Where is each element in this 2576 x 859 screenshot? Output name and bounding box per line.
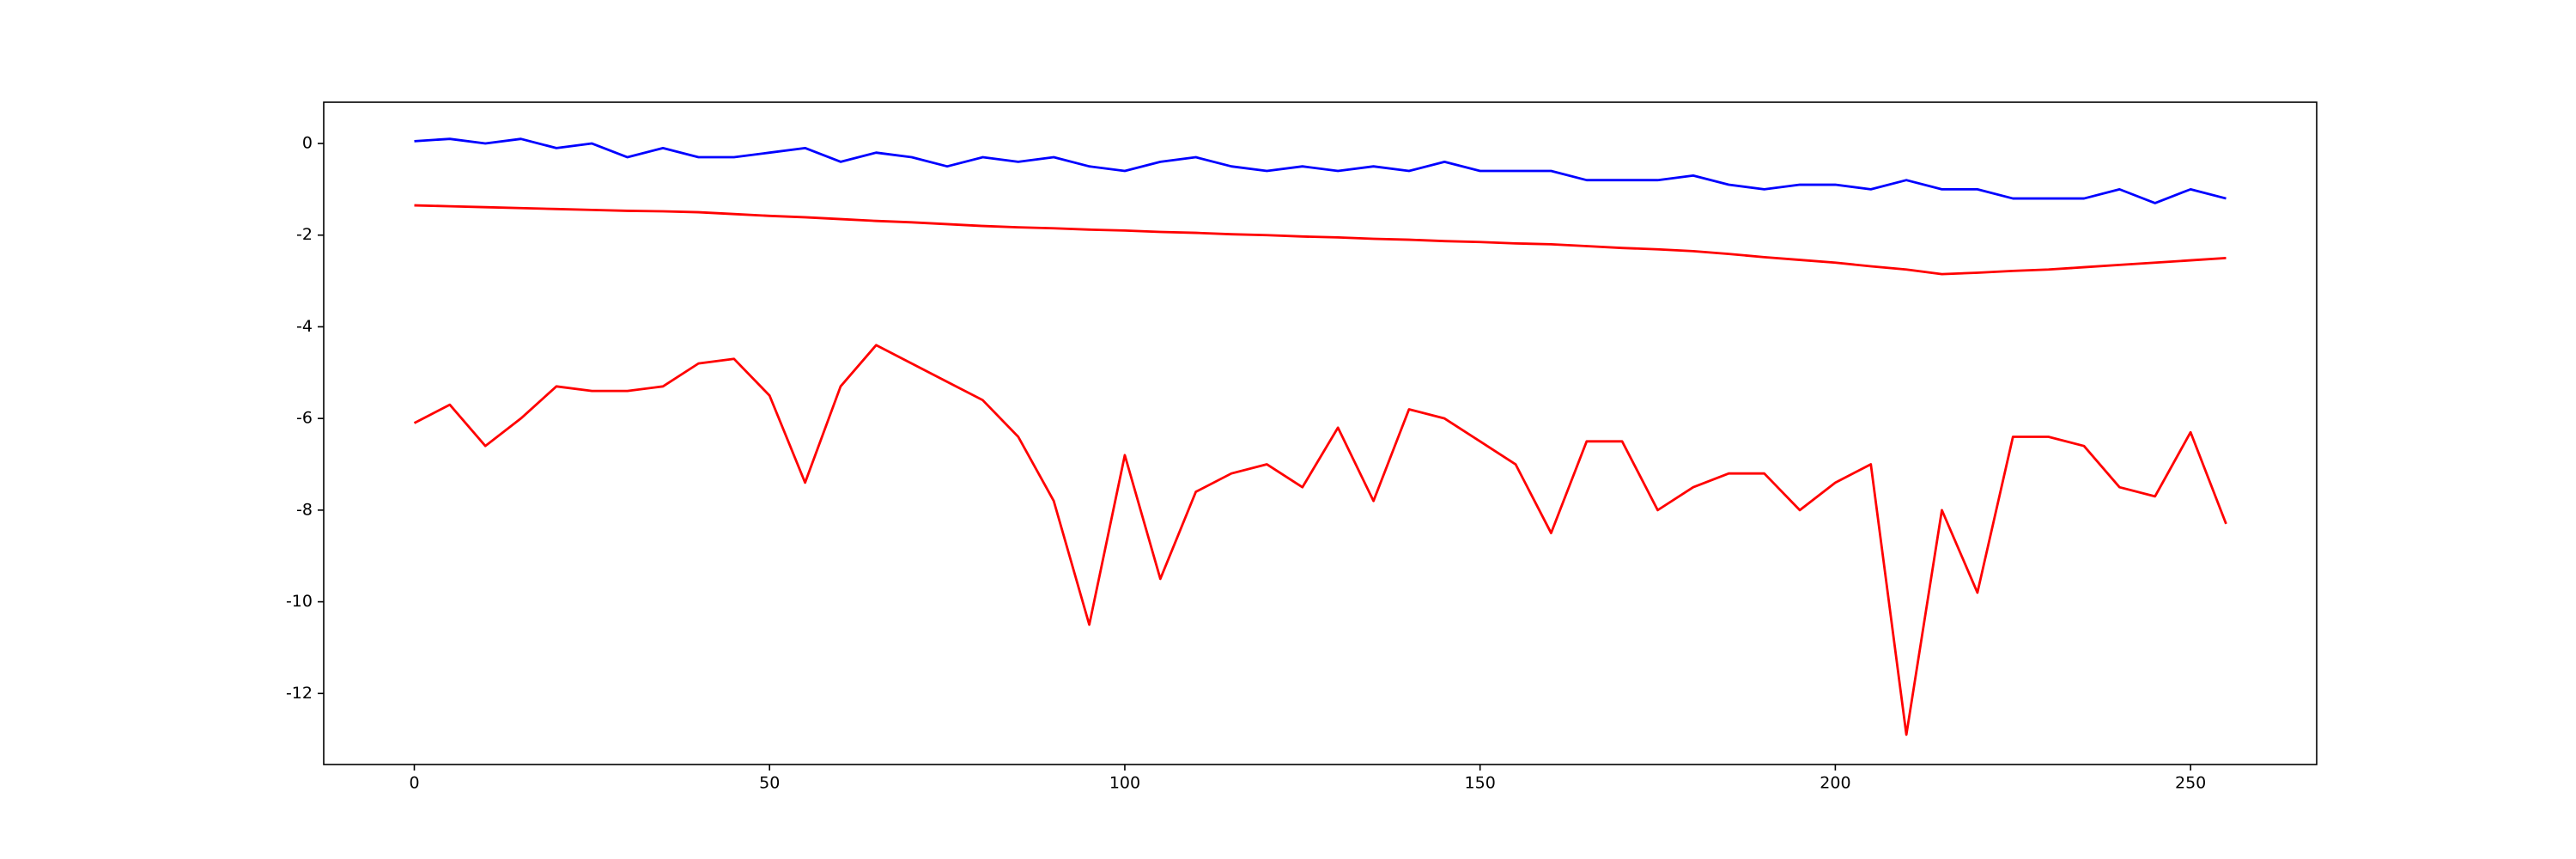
x-tick-label: 150 — [1465, 774, 1496, 793]
data-line — [413, 344, 2227, 736]
x-tick-label: 0 — [409, 774, 419, 793]
y-tick-label: -8 — [296, 500, 313, 519]
y-tick-label: -6 — [296, 409, 313, 428]
x-tick-label: 200 — [1820, 774, 1850, 793]
x-tick-label: 100 — [1109, 774, 1140, 793]
data-line — [414, 137, 2227, 204]
x-tick-label: 250 — [2175, 774, 2206, 793]
y-tick-label: -10 — [286, 592, 313, 611]
y-tick-label: 0 — [302, 134, 313, 153]
y-tick-label: -12 — [286, 684, 313, 703]
y-tick-label: -4 — [296, 317, 313, 336]
x-tick-label: 50 — [759, 774, 780, 793]
plot-frame — [323, 101, 2318, 765]
y-tick-label: -2 — [296, 225, 313, 244]
data-line — [414, 204, 2227, 276]
